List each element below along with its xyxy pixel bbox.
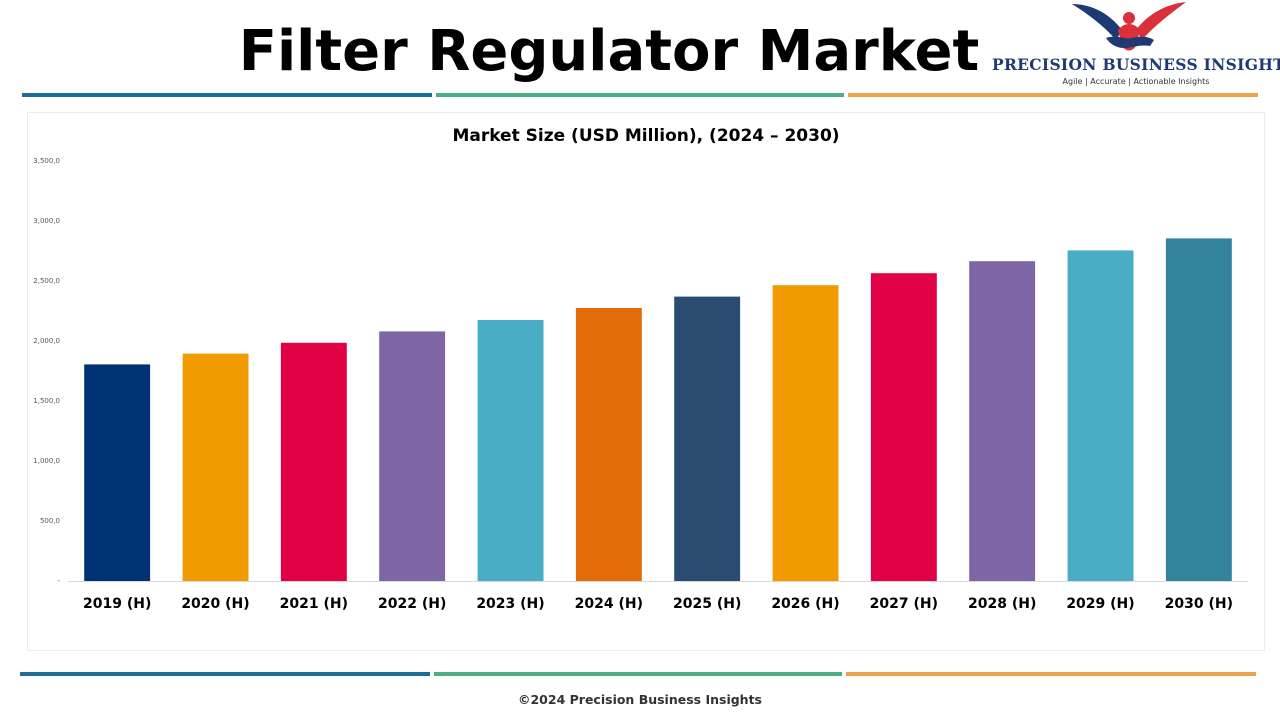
logo-tagline: Agile | Accurate | Actionable Insights xyxy=(1062,77,1210,86)
bar xyxy=(1067,250,1134,581)
bar xyxy=(969,261,1036,581)
y-tick-label: 1,500,0 xyxy=(33,397,60,405)
x-tick-label: 2020 (H) xyxy=(181,596,249,612)
bar xyxy=(379,331,446,581)
logo-hands xyxy=(1106,36,1154,48)
logo-wing-left xyxy=(1072,4,1122,40)
header-stripe-orange xyxy=(848,93,1258,97)
y-tick-label: - xyxy=(57,577,60,585)
footer-stripe-blue xyxy=(20,672,430,676)
x-tick-label: 2019 (H) xyxy=(83,596,151,612)
y-tick-label: 3,500,0 xyxy=(33,157,60,165)
bar xyxy=(182,353,249,581)
y-tick-label: 1,000,0 xyxy=(33,457,60,465)
page-title: Filter Regulator Market xyxy=(238,19,980,84)
x-tick-label: 2027 (H) xyxy=(870,596,938,612)
x-tick-label: 2022 (H) xyxy=(378,596,446,612)
y-tick-label: 2,000,0 xyxy=(33,337,60,345)
company-logo: PRECISION BUSINESS INSIGHTS Agile | Accu… xyxy=(992,0,1280,92)
bar xyxy=(280,342,347,581)
eagle-handshake-icon xyxy=(1072,2,1186,51)
y-tick-label: 3,000,0 xyxy=(33,217,60,225)
bar xyxy=(477,320,544,581)
y-tick-label: 500,0 xyxy=(40,517,60,525)
chart-card: Market Size (USD Million), (2024 – 2030)… xyxy=(27,112,1265,651)
x-tick-label: 2025 (H) xyxy=(673,596,741,612)
footer-stripe-green xyxy=(434,672,842,676)
bar xyxy=(772,285,839,581)
footer-stripe-orange xyxy=(846,672,1256,676)
x-tick-label: 2026 (H) xyxy=(771,596,839,612)
x-tick-label: 2030 (H) xyxy=(1165,596,1233,612)
x-tick-label: 2024 (H) xyxy=(575,596,643,612)
bar xyxy=(575,308,642,581)
footer-copyright: ©2024 Precision Business Insights xyxy=(517,692,762,707)
bar xyxy=(870,273,937,581)
bar xyxy=(84,364,151,581)
y-tick-label: 2,500,0 xyxy=(33,277,60,285)
bar xyxy=(674,296,741,581)
x-tick-label: 2028 (H) xyxy=(968,596,1036,612)
logo-head xyxy=(1123,12,1135,24)
logo-wing-right xyxy=(1136,2,1186,40)
x-tick-label: 2029 (H) xyxy=(1066,596,1134,612)
header-stripe-blue xyxy=(22,93,432,97)
bar xyxy=(1165,238,1232,581)
bar-chart: Market Size (USD Million), (2024 – 2030)… xyxy=(33,126,1248,612)
header-stripe-green xyxy=(436,93,844,97)
x-tick-label: 2023 (H) xyxy=(476,596,544,612)
logo-name: PRECISION BUSINESS INSIGHTS xyxy=(992,55,1280,74)
chart-title: Market Size (USD Million), (2024 – 2030) xyxy=(452,126,839,146)
x-tick-label: 2021 (H) xyxy=(280,596,348,612)
